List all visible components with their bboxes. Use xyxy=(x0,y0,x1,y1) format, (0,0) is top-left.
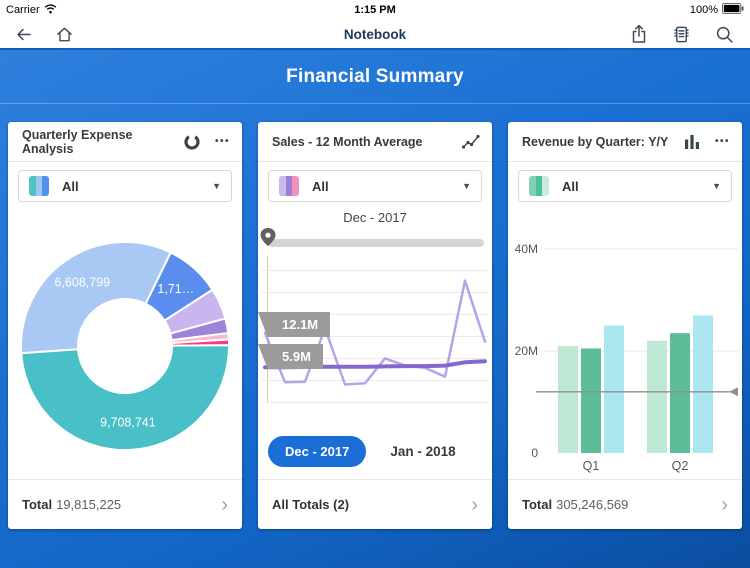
battery-percent: 100% xyxy=(689,4,718,16)
battery-icon xyxy=(722,3,744,17)
heading-divider xyxy=(0,103,750,104)
more-menu-button[interactable]: ••• xyxy=(214,136,230,147)
card-title: Revenue by Quarter: Y/Y xyxy=(522,134,669,149)
total-value: 305,246,569 xyxy=(556,496,629,512)
chevron-right-icon: › xyxy=(721,493,728,516)
total-label: Total xyxy=(22,496,53,512)
x-axis-label: Q2 xyxy=(672,459,689,473)
bar[interactable] xyxy=(604,325,624,454)
card-header: Sales - 12 Month Average xyxy=(258,122,492,162)
more-menu-button[interactable]: ••• xyxy=(714,136,730,147)
donut-segment[interactable] xyxy=(20,344,230,452)
filter-color-swatch xyxy=(29,176,49,196)
chevron-down-icon: ▼ xyxy=(712,181,721,191)
swatch-stripe xyxy=(29,176,36,196)
swatch-stripe xyxy=(535,176,543,196)
nav-bar: Notebook xyxy=(0,20,750,48)
donut-segment[interactable] xyxy=(20,241,172,355)
bar-chart-type-icon xyxy=(684,134,701,150)
swatch-stripe xyxy=(529,176,536,196)
swatch-stripe xyxy=(42,176,49,196)
donut-segment-label: 1,71… xyxy=(157,282,194,296)
home-button[interactable] xyxy=(55,25,74,44)
card-title: Sales - 12 Month Average xyxy=(272,134,423,149)
filter-dropdown[interactable]: All ▼ xyxy=(268,170,482,202)
bar[interactable] xyxy=(693,315,713,453)
swatch-stripe xyxy=(279,176,286,196)
card-header: Revenue by Quarter: Y/Y ••• xyxy=(508,122,742,162)
bar[interactable] xyxy=(581,348,601,453)
period-button-jan-2018[interactable]: Jan - 2018 xyxy=(386,436,459,467)
back-button[interactable] xyxy=(14,25,33,44)
filter-dropdown[interactable]: All ▼ xyxy=(18,170,232,202)
value-callout-bottom: 5.9M xyxy=(258,344,323,370)
status-bar: Carrier 1:15 PM 100% xyxy=(0,0,750,20)
chevron-down-icon: ▼ xyxy=(462,181,471,191)
wifi-icon xyxy=(44,3,57,17)
card-quarterly-expense-analysis: Quarterly Expense Analysis ••• All ▼ 6,6… xyxy=(8,122,242,529)
carrier-label: Carrier xyxy=(6,4,40,16)
search-icon[interactable] xyxy=(715,25,734,44)
value-callout-top: 12.1M xyxy=(257,312,331,338)
total-label: Total xyxy=(522,496,553,512)
filter-color-swatch xyxy=(529,176,549,196)
card-header: Quarterly Expense Analysis ••• xyxy=(8,122,242,162)
chevron-right-icon: › xyxy=(221,493,228,516)
y-axis-tick: 0 xyxy=(531,446,538,460)
donut-segment-label: 6,608,799 xyxy=(54,276,110,290)
filter-value: All xyxy=(312,178,329,194)
filter-value: All xyxy=(62,178,79,194)
card-title: Quarterly Expense Analysis xyxy=(22,127,133,156)
filter-dropdown[interactable]: All ▼ xyxy=(518,170,732,202)
line-series-monthly-sales[interactable] xyxy=(263,279,487,386)
total-value: 19,815,225 xyxy=(56,496,122,512)
bar[interactable] xyxy=(647,340,667,453)
donut-segment-label: 9,708,741 xyxy=(100,415,156,429)
swatch-stripe xyxy=(542,176,549,196)
x-axis-label: Q1 xyxy=(583,459,600,473)
swatch-stripe xyxy=(292,176,299,196)
y-axis-tick: 40M xyxy=(515,242,538,256)
swatch-stripe xyxy=(35,176,43,196)
donut-chart-type-icon xyxy=(183,133,201,151)
chevron-down-icon: ▼ xyxy=(212,181,221,191)
bar[interactable] xyxy=(558,345,578,453)
period-buttons: Dec - 2017 Jan - 2018 xyxy=(268,436,460,467)
donut-chart[interactable]: 6,608,799 1,71… 9,708,741 xyxy=(20,238,230,454)
notebook-content: Financial Summary Quarterly Expense Anal… xyxy=(0,48,750,568)
swatch-stripe xyxy=(285,176,293,196)
all-totals-drilldown-row[interactable]: All Totals (2) › xyxy=(258,479,492,529)
notebooks-icon[interactable] xyxy=(672,25,691,44)
page-heading: Financial Summary xyxy=(286,66,464,87)
card-revenue-by-quarter: Revenue by Quarter: Y/Y ••• All ▼ 40M 20M… xyxy=(508,122,742,529)
slider-pin-handle[interactable] xyxy=(258,226,278,263)
time-slider-track[interactable] xyxy=(268,239,484,247)
filter-value: All xyxy=(562,178,579,194)
card-sales-12-month-average: Sales - 12 Month Average All ▼ Dec - 201… xyxy=(257,122,492,529)
total-drilldown-row[interactable]: Total 19,815,225 › xyxy=(8,479,242,529)
reference-line-arrow xyxy=(729,387,738,397)
share-icon[interactable] xyxy=(630,24,648,44)
y-axis-tick: 20M xyxy=(515,344,538,358)
bar[interactable] xyxy=(670,333,690,453)
clock: 1:15 PM xyxy=(354,4,396,16)
line-chart-type-icon xyxy=(462,134,480,150)
total-drilldown-row[interactable]: Total 305,246,569 › xyxy=(508,479,742,529)
selected-period-label: Dec - 2017 xyxy=(343,210,407,225)
all-totals-label: All Totals (2) xyxy=(272,496,350,512)
bar-chart[interactable]: 40M 20M 0 Q1 Q2 xyxy=(508,232,742,478)
chevron-right-icon: › xyxy=(471,493,478,516)
filter-color-swatch xyxy=(279,176,299,196)
period-button-dec-2017[interactable]: Dec - 2017 xyxy=(268,436,367,467)
